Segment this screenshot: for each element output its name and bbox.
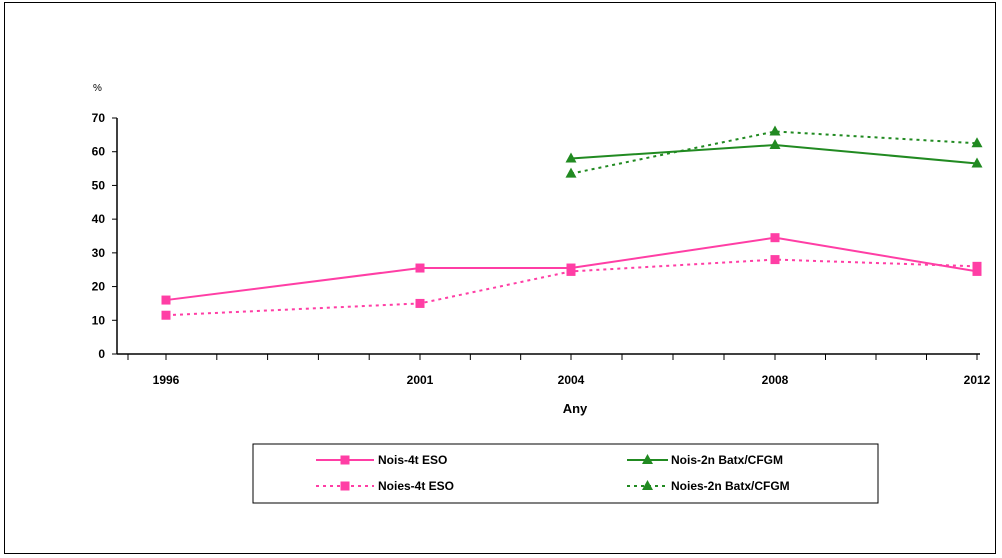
legend-item: Nois-2n Batx/CFGM (627, 453, 783, 467)
legend-item: Nois-4t ESO (316, 453, 447, 467)
series-layer (161, 125, 983, 320)
data-point (971, 157, 983, 168)
y-tick-label: 10 (92, 313, 106, 327)
y-tick-label: 50 (92, 178, 106, 192)
legend-item: Noies-4t ESO (316, 479, 454, 493)
legend-label: Nois-2n Batx/CFGM (671, 453, 783, 467)
y-unit-label: % (93, 83, 102, 94)
axes: 0 10 20 30 40 50 60 70 1996 2001 2004 2008 2012 (92, 111, 991, 387)
y-tick-label: 40 (92, 212, 106, 226)
legend-box (252, 443, 879, 504)
data-point (971, 137, 983, 148)
series-4 (565, 125, 983, 178)
data-point (770, 233, 780, 243)
y-tick-label: 20 (92, 280, 106, 294)
data-point (770, 255, 780, 265)
legend-item: Noies-2n Batx/CFGM (627, 479, 790, 493)
x-tick-label: 1996 (153, 373, 180, 387)
legend-marker (340, 455, 350, 465)
series-line (570, 130, 978, 175)
x-axis-title: Any (563, 401, 588, 416)
x-tick-label: 2008 (762, 373, 789, 387)
y-tick-label: 70 (92, 111, 106, 125)
legend-marker (642, 480, 653, 490)
data-point (565, 152, 577, 163)
legend-marker (340, 481, 350, 491)
data-point (972, 261, 982, 271)
data-point (415, 298, 425, 308)
x-tick-label: 2001 (407, 373, 434, 387)
series-3 (565, 138, 983, 168)
data-point (161, 310, 171, 320)
data-point (565, 167, 577, 178)
data-point (769, 138, 781, 149)
data-point (566, 266, 576, 276)
data-point (972, 266, 982, 276)
data-point (161, 295, 171, 305)
x-tick-label: 2004 (558, 373, 585, 387)
series-2 (161, 255, 982, 320)
data-point (769, 125, 781, 136)
y-tick-label: 30 (92, 246, 106, 260)
legend: Nois-4t ESO Noies-4t ESO Nois-2n Batx/CFGM… (252, 443, 879, 504)
legend-marker (642, 454, 653, 464)
legend-label: Noies-4t ESO (378, 479, 454, 493)
x-tick-label: 2012 (964, 373, 991, 387)
data-point (415, 263, 425, 273)
legend-label: Noies-2n Batx/CFGM (671, 479, 790, 493)
y-tick-label: 60 (92, 145, 106, 159)
legend-label: Nois-4t ESO (378, 453, 447, 467)
y-tick-label: 0 (98, 347, 105, 361)
